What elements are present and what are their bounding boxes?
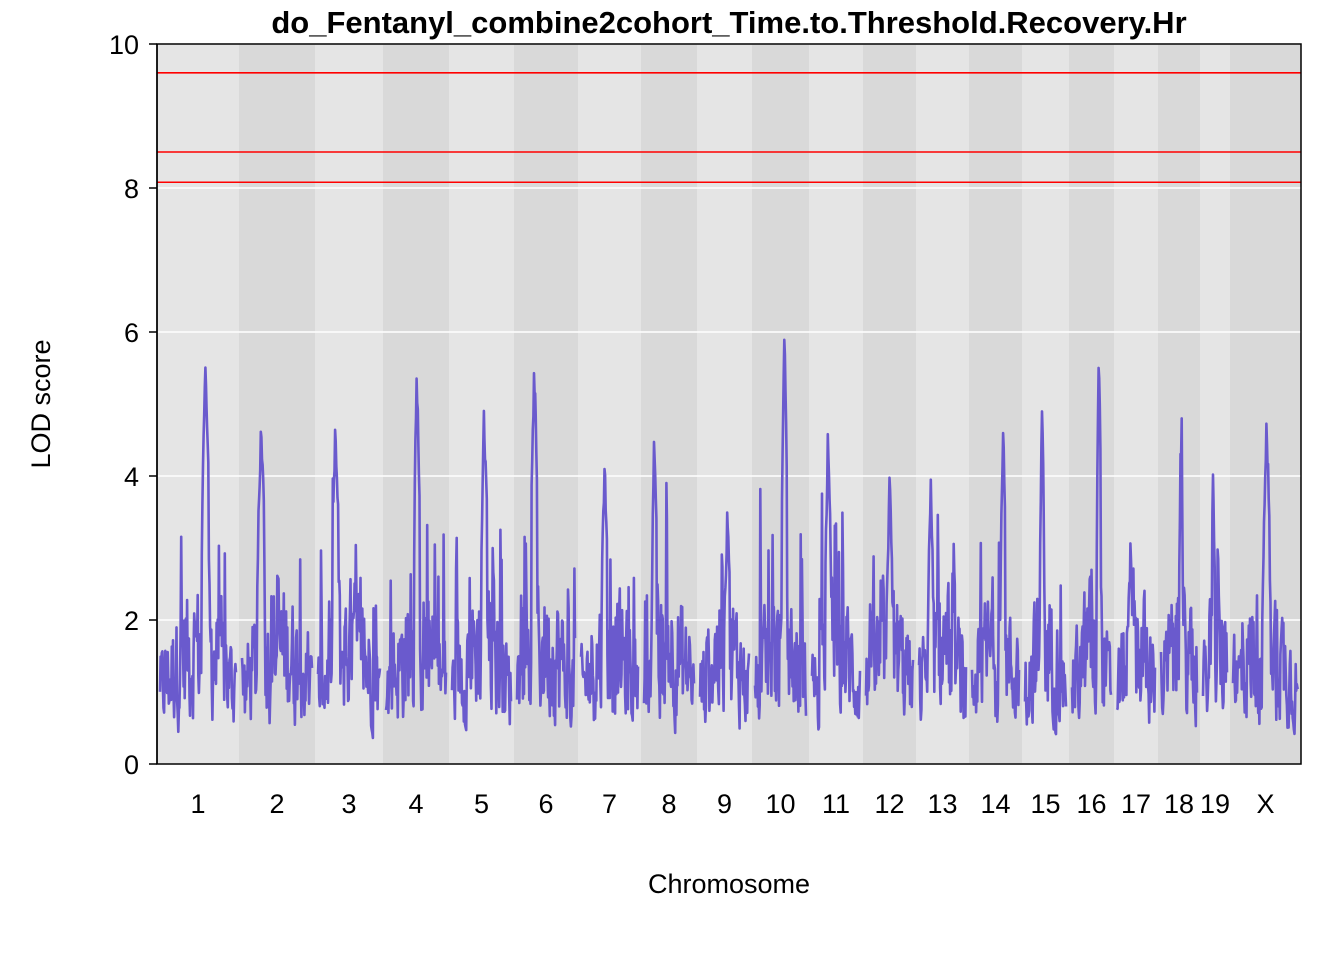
lod-line-chr-X: [1231, 422, 1300, 736]
lod-line-chr-4: [384, 377, 448, 719]
x-tick-label-9: 9: [717, 789, 732, 819]
x-tick-label-5: 5: [474, 789, 489, 819]
x-tick-label-6: 6: [538, 789, 553, 819]
lod-series: [158, 338, 1300, 740]
lod-line-chr-12: [864, 476, 915, 716]
x-tick-label-13: 13: [927, 789, 957, 819]
lod-line-chr-11: [810, 432, 862, 731]
y-tick-label-4: 4: [124, 462, 139, 492]
x-tick-label-3: 3: [341, 789, 356, 819]
lod-line-chr-18: [1159, 417, 1199, 728]
lod-line-chr-1: [158, 366, 238, 734]
x-tick-label-11: 11: [822, 789, 850, 819]
x-tick-label-19: 19: [1200, 789, 1230, 819]
lod-line-chr-15: [1023, 410, 1068, 736]
x-tick-label-10: 10: [765, 789, 795, 819]
lod-line-chr-6: [515, 371, 577, 728]
lod-line-chr-8: [642, 440, 696, 735]
x-tick-label-X: X: [1256, 789, 1274, 819]
threshold-lines: [157, 72, 1301, 184]
x-tick-label-7: 7: [602, 789, 617, 819]
y-axis-label: LOD score: [26, 339, 56, 468]
chart-title: do_Fentanyl_combine2cohort_Time.to.Thres…: [271, 5, 1186, 40]
lod-line-chr-19: [1201, 473, 1229, 713]
lod-line-chr-14: [970, 431, 1021, 724]
x-tick-label-1: 1: [190, 789, 205, 819]
x-axis-label: Chromosome: [648, 869, 810, 899]
lod-line-chr-2: [240, 430, 314, 727]
y-tick-label-0: 0: [124, 750, 139, 780]
y-tick-label-2: 2: [124, 606, 139, 636]
lod-line-chr-10: [753, 338, 808, 720]
lod-line-chr-5: [450, 409, 513, 732]
x-tick-label-18: 18: [1164, 789, 1194, 819]
x-tick-label-12: 12: [874, 789, 904, 819]
y-tick-label-10: 10: [109, 30, 139, 60]
lod-line-chr-17: [1115, 542, 1157, 724]
x-tick-label-2: 2: [269, 789, 284, 819]
x-tick-label-4: 4: [408, 789, 423, 819]
x-tick-label-15: 15: [1030, 789, 1060, 819]
lod-line-chr-9: [698, 511, 751, 730]
y-axis: 0 2 4 6 8 10: [109, 30, 158, 780]
y-tick-label-6: 6: [124, 318, 139, 348]
x-tick-label-14: 14: [980, 789, 1010, 819]
lod-line-chr-16: [1070, 366, 1113, 720]
x-axis: 1 2 3 4 5 6 7 8 9 10 11 12 13 14 15 16 17 18 19 X: [190, 789, 1274, 819]
x-tick-label-16: 16: [1076, 789, 1106, 819]
x-tick-label-17: 17: [1121, 789, 1151, 819]
lod-line-chr-3: [316, 428, 382, 740]
x-tick-label-8: 8: [661, 789, 676, 819]
lod-line-chr-13: [917, 478, 968, 722]
lod-line-chr-7: [579, 467, 640, 722]
y-tick-label-8: 8: [124, 174, 139, 204]
